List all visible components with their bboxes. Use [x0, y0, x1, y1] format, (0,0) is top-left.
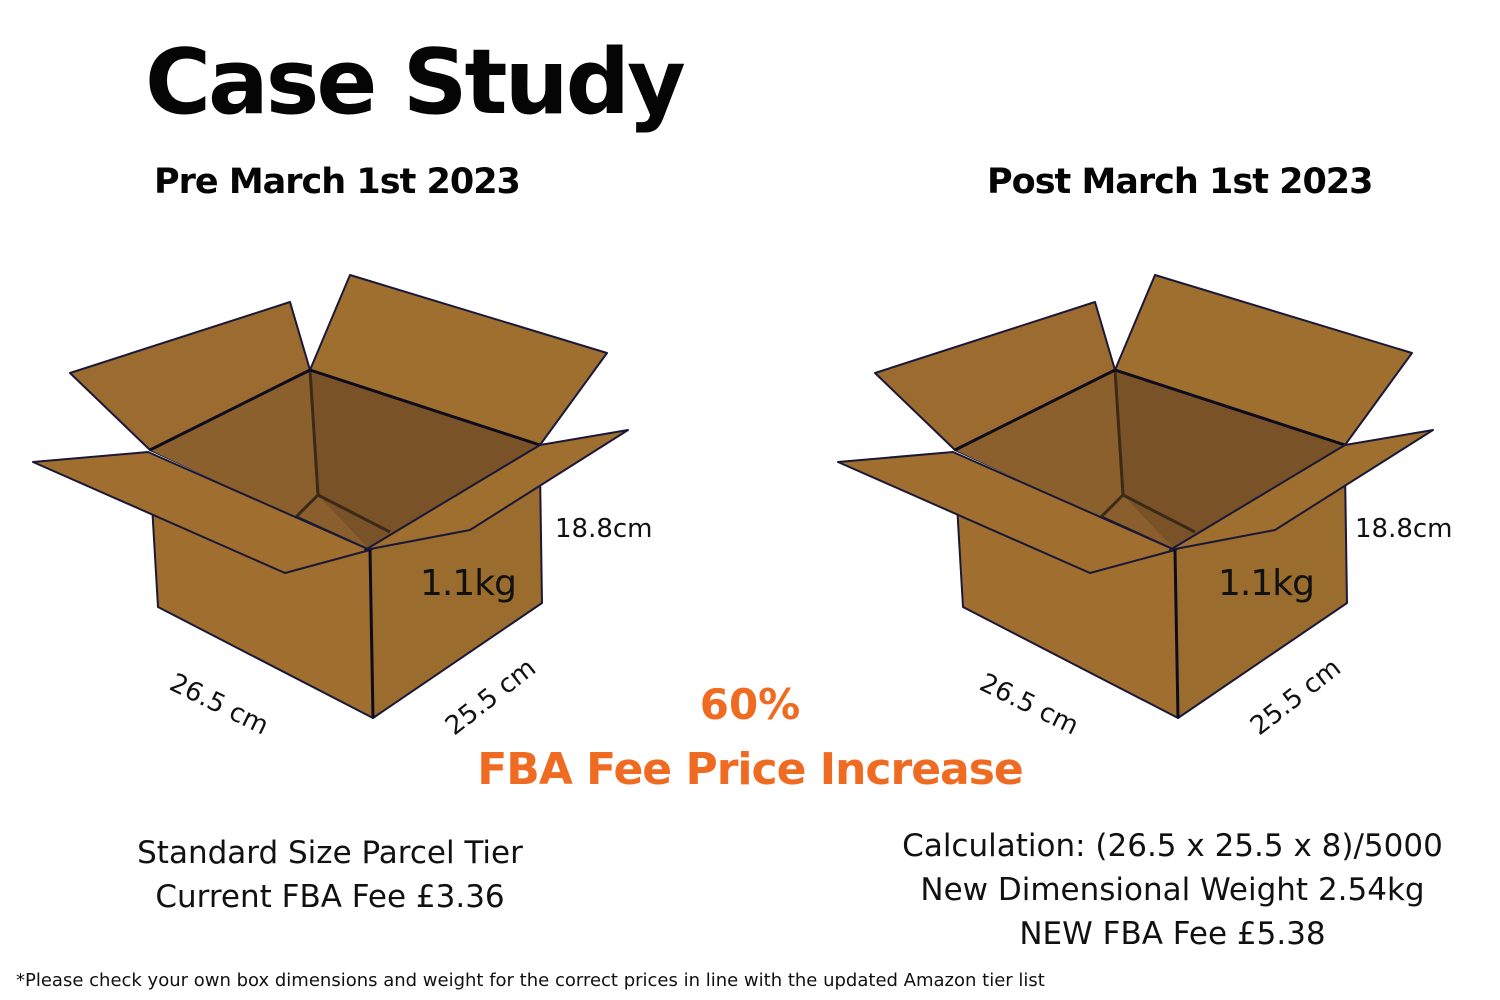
- right-info-line3: NEW FBA Fee £5.38: [1019, 916, 1326, 952]
- left-weight-label: 1.1kg: [420, 563, 517, 604]
- left-info-line2: Current FBA Fee £3.36: [155, 879, 505, 915]
- increase-label: FBA Fee Price Increase: [477, 744, 1024, 795]
- right-info-line2: New Dimensional Weight 2.54kg: [920, 872, 1425, 908]
- open-cardboard-box-icon: [32, 274, 629, 719]
- right-height-label: 18.8cm: [1355, 514, 1453, 544]
- open-cardboard-box-icon: [837, 274, 1434, 719]
- left-info-block: Standard Size Parcel Tier Current FBA Fe…: [70, 831, 590, 919]
- left-height-label: 18.8cm: [555, 514, 653, 544]
- left-heading: Pre March 1st 2023: [154, 162, 521, 202]
- page-title: Case Study: [145, 30, 686, 135]
- right-info-block: Calculation: (26.5 x 25.5 x 8)/5000 New …: [880, 824, 1465, 956]
- increase-percent: 60%: [699, 680, 801, 729]
- footnote: *Please check your own box dimensions an…: [16, 970, 1045, 991]
- left-info-line1: Standard Size Parcel Tier: [137, 835, 523, 871]
- right-info-line1: Calculation: (26.5 x 25.5 x 8)/5000: [902, 828, 1443, 864]
- right-weight-label: 1.1kg: [1218, 563, 1315, 604]
- right-heading: Post March 1st 2023: [987, 162, 1374, 202]
